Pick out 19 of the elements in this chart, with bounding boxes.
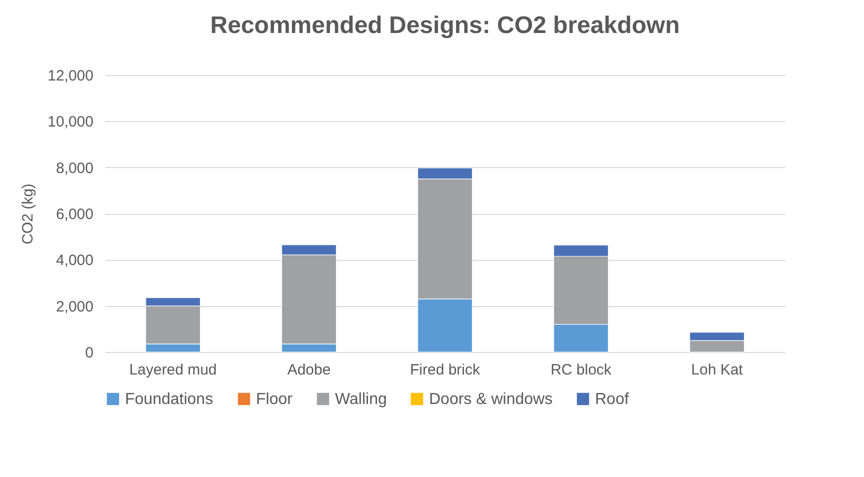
- y-tick-label: 2,000: [56, 298, 94, 316]
- x-tick-label: RC block: [550, 362, 612, 378]
- chart-title: Recommended Designs: CO2 breakdown: [210, 12, 680, 39]
- y-tick-label: 0: [85, 344, 94, 362]
- x-tick-label: Adobe: [287, 362, 331, 378]
- y-tick-label: 8,000: [56, 160, 94, 177]
- x-tick-label: Loh Kat: [691, 362, 744, 378]
- y-axis-title: CO2 (kg): [20, 184, 37, 244]
- legend-label: Walling: [335, 391, 387, 408]
- x-tick-label: Fired brick: [410, 362, 481, 378]
- y-tick-label: 10,000: [48, 114, 94, 131]
- y-tick-label: 12,000: [48, 68, 94, 84]
- legend-label: Roof: [595, 391, 630, 408]
- legend-label: Doors & windows: [429, 391, 553, 408]
- legend-label: Foundations: [125, 391, 214, 408]
- legend-label: Floor: [256, 391, 294, 408]
- y-tick-label: 6,000: [56, 206, 94, 223]
- y-tick-label: 4,000: [56, 252, 94, 270]
- x-tick-label: Layered mud: [129, 362, 217, 378]
